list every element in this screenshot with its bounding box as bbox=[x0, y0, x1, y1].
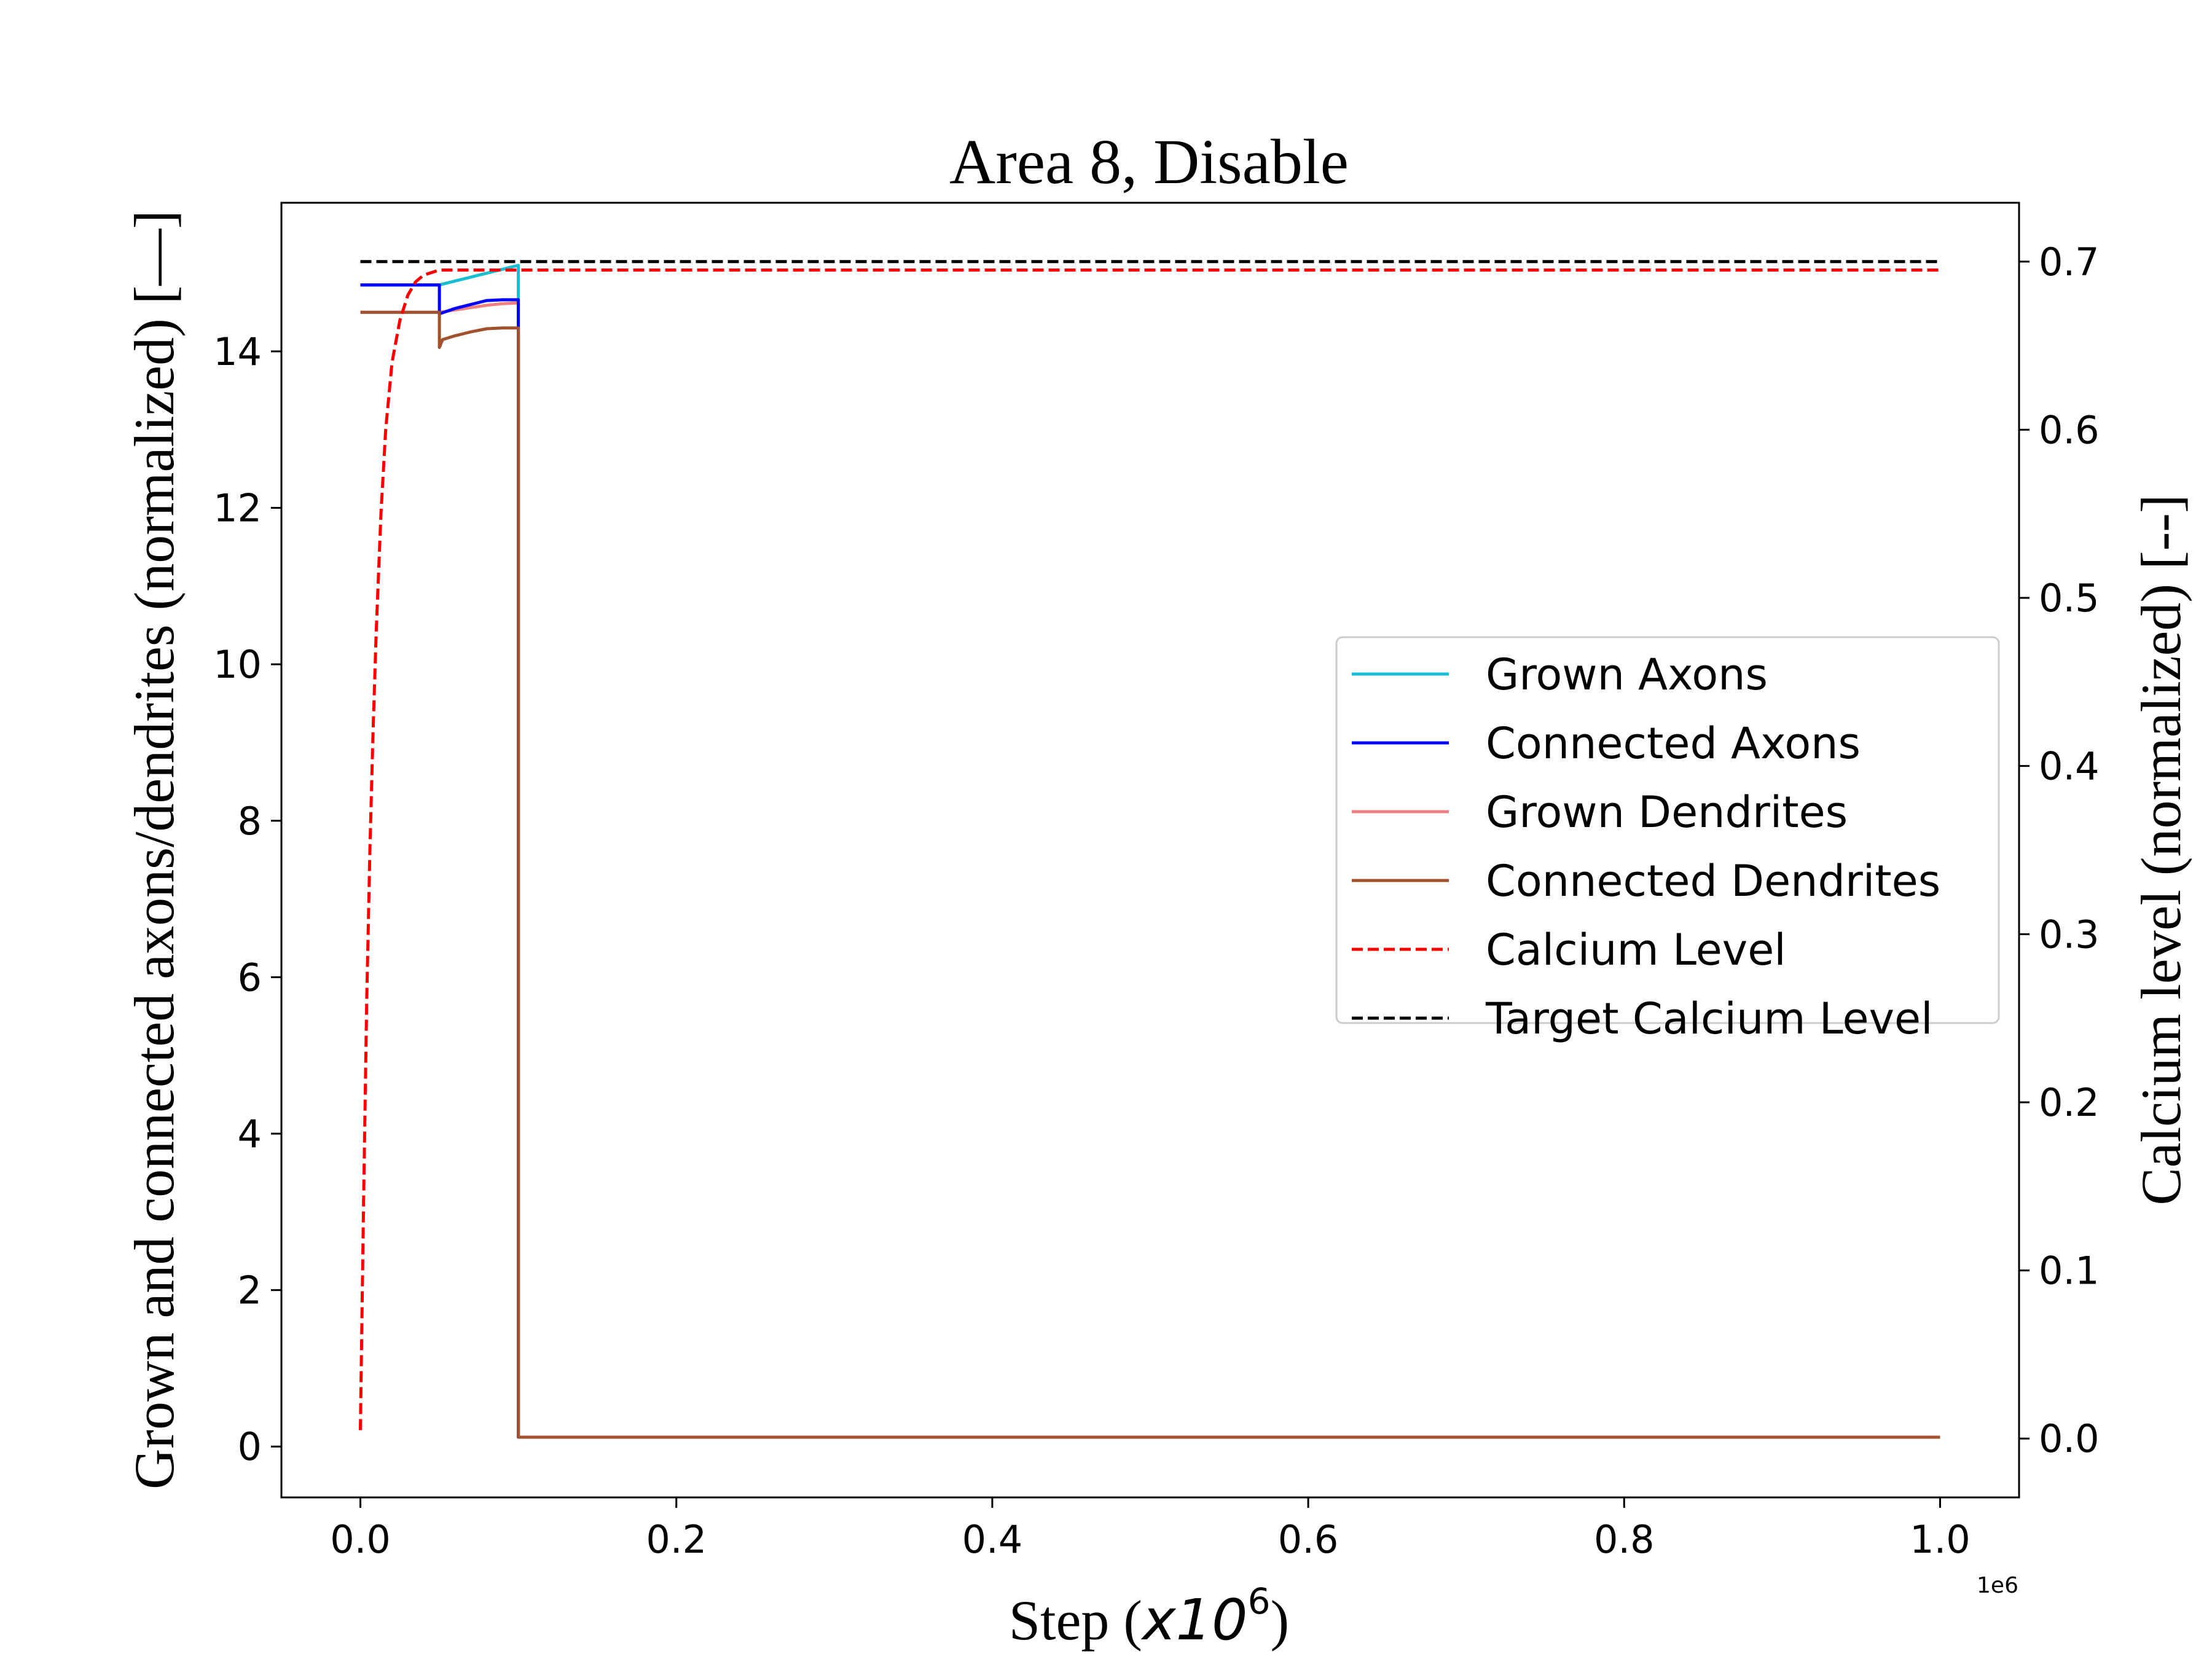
y-left-tick-label: 6 bbox=[238, 955, 262, 1000]
y-left-tick-label: 10 bbox=[213, 642, 262, 687]
y-left-tick-label: 4 bbox=[238, 1112, 262, 1156]
y-left-tick-label: 2 bbox=[238, 1268, 262, 1313]
y-axis-label-right: Calcium level (normalized) [--] bbox=[2130, 494, 2192, 1205]
legend-label-connected-dendrites: Connected Dendrites bbox=[1486, 856, 1940, 906]
x-axis-label-prefix: Step ( bbox=[1009, 1589, 1142, 1652]
y-left-tick-label: 0 bbox=[238, 1424, 262, 1469]
legend-label-grown-axons: Grown Axons bbox=[1486, 649, 1768, 700]
x-tick-label: 0.6 bbox=[1278, 1517, 1339, 1562]
legend-label-calcium-level: Calcium Level bbox=[1486, 925, 1786, 975]
chart-title: Area 8, Disable bbox=[949, 127, 1349, 197]
x-tick-label: 1.0 bbox=[1910, 1517, 1971, 1562]
legend-box bbox=[1335, 636, 2000, 1024]
y-axis-label-left: Grown and connected axons/dendrites (nor… bbox=[123, 210, 186, 1489]
y-left-tick-label: 8 bbox=[238, 799, 262, 844]
plot-layer bbox=[359, 260, 1940, 1439]
x-tick-label: 0.0 bbox=[330, 1517, 391, 1562]
legend-label-target-calcium-level: Target Calcium Level bbox=[1485, 994, 1933, 1044]
y-right-tick-label: 0.6 bbox=[2039, 407, 2100, 452]
series-line-connected-dendrites bbox=[360, 310, 1940, 1439]
series-line-calcium-level bbox=[359, 269, 1940, 1430]
x-axis-label-suffix: ) bbox=[1270, 1589, 1289, 1652]
legend-label-grown-dendrites: Grown Dendrites bbox=[1486, 787, 1848, 837]
x-axis-label-math: x10 bbox=[1140, 1587, 1248, 1653]
legend: Grown Axons Connected Axons Grown Dendrite… bbox=[1335, 636, 2000, 1044]
x-tick-label: 0.4 bbox=[962, 1517, 1023, 1562]
y-left-tick-label: 14 bbox=[213, 329, 262, 374]
ticks-layer: 0.0 0.2 0.4 0.6 0.8 1.0 0 2 4 6 8 10 12 14 0.0 0.1 0.2 0.… bbox=[213, 240, 2100, 1562]
plot-frame bbox=[280, 202, 2020, 1499]
y-right-tick-label: 0.7 bbox=[2039, 240, 2100, 284]
y-right-tick-label: 0.2 bbox=[2039, 1080, 2100, 1125]
y-right-tick-label: 0.5 bbox=[2039, 576, 2100, 621]
x-offset-label: 1e6 bbox=[1977, 1573, 2018, 1598]
x-tick-label: 0.8 bbox=[1594, 1517, 1655, 1562]
legend-label-connected-axons: Connected Axons bbox=[1486, 718, 1861, 769]
y-left-tick-label: 12 bbox=[213, 486, 262, 531]
y-right-tick-label: 0.0 bbox=[2039, 1416, 2100, 1461]
y-right-tick-label: 0.1 bbox=[2039, 1249, 2100, 1293]
x-tick-label: 0.2 bbox=[646, 1517, 707, 1562]
x-axis-label: Step (x106) bbox=[1009, 1580, 1289, 1653]
y-right-tick-label: 0.3 bbox=[2039, 912, 2100, 957]
x-axis-label-exponent: 6 bbox=[1248, 1580, 1271, 1622]
y-right-tick-label: 0.4 bbox=[2039, 744, 2100, 789]
